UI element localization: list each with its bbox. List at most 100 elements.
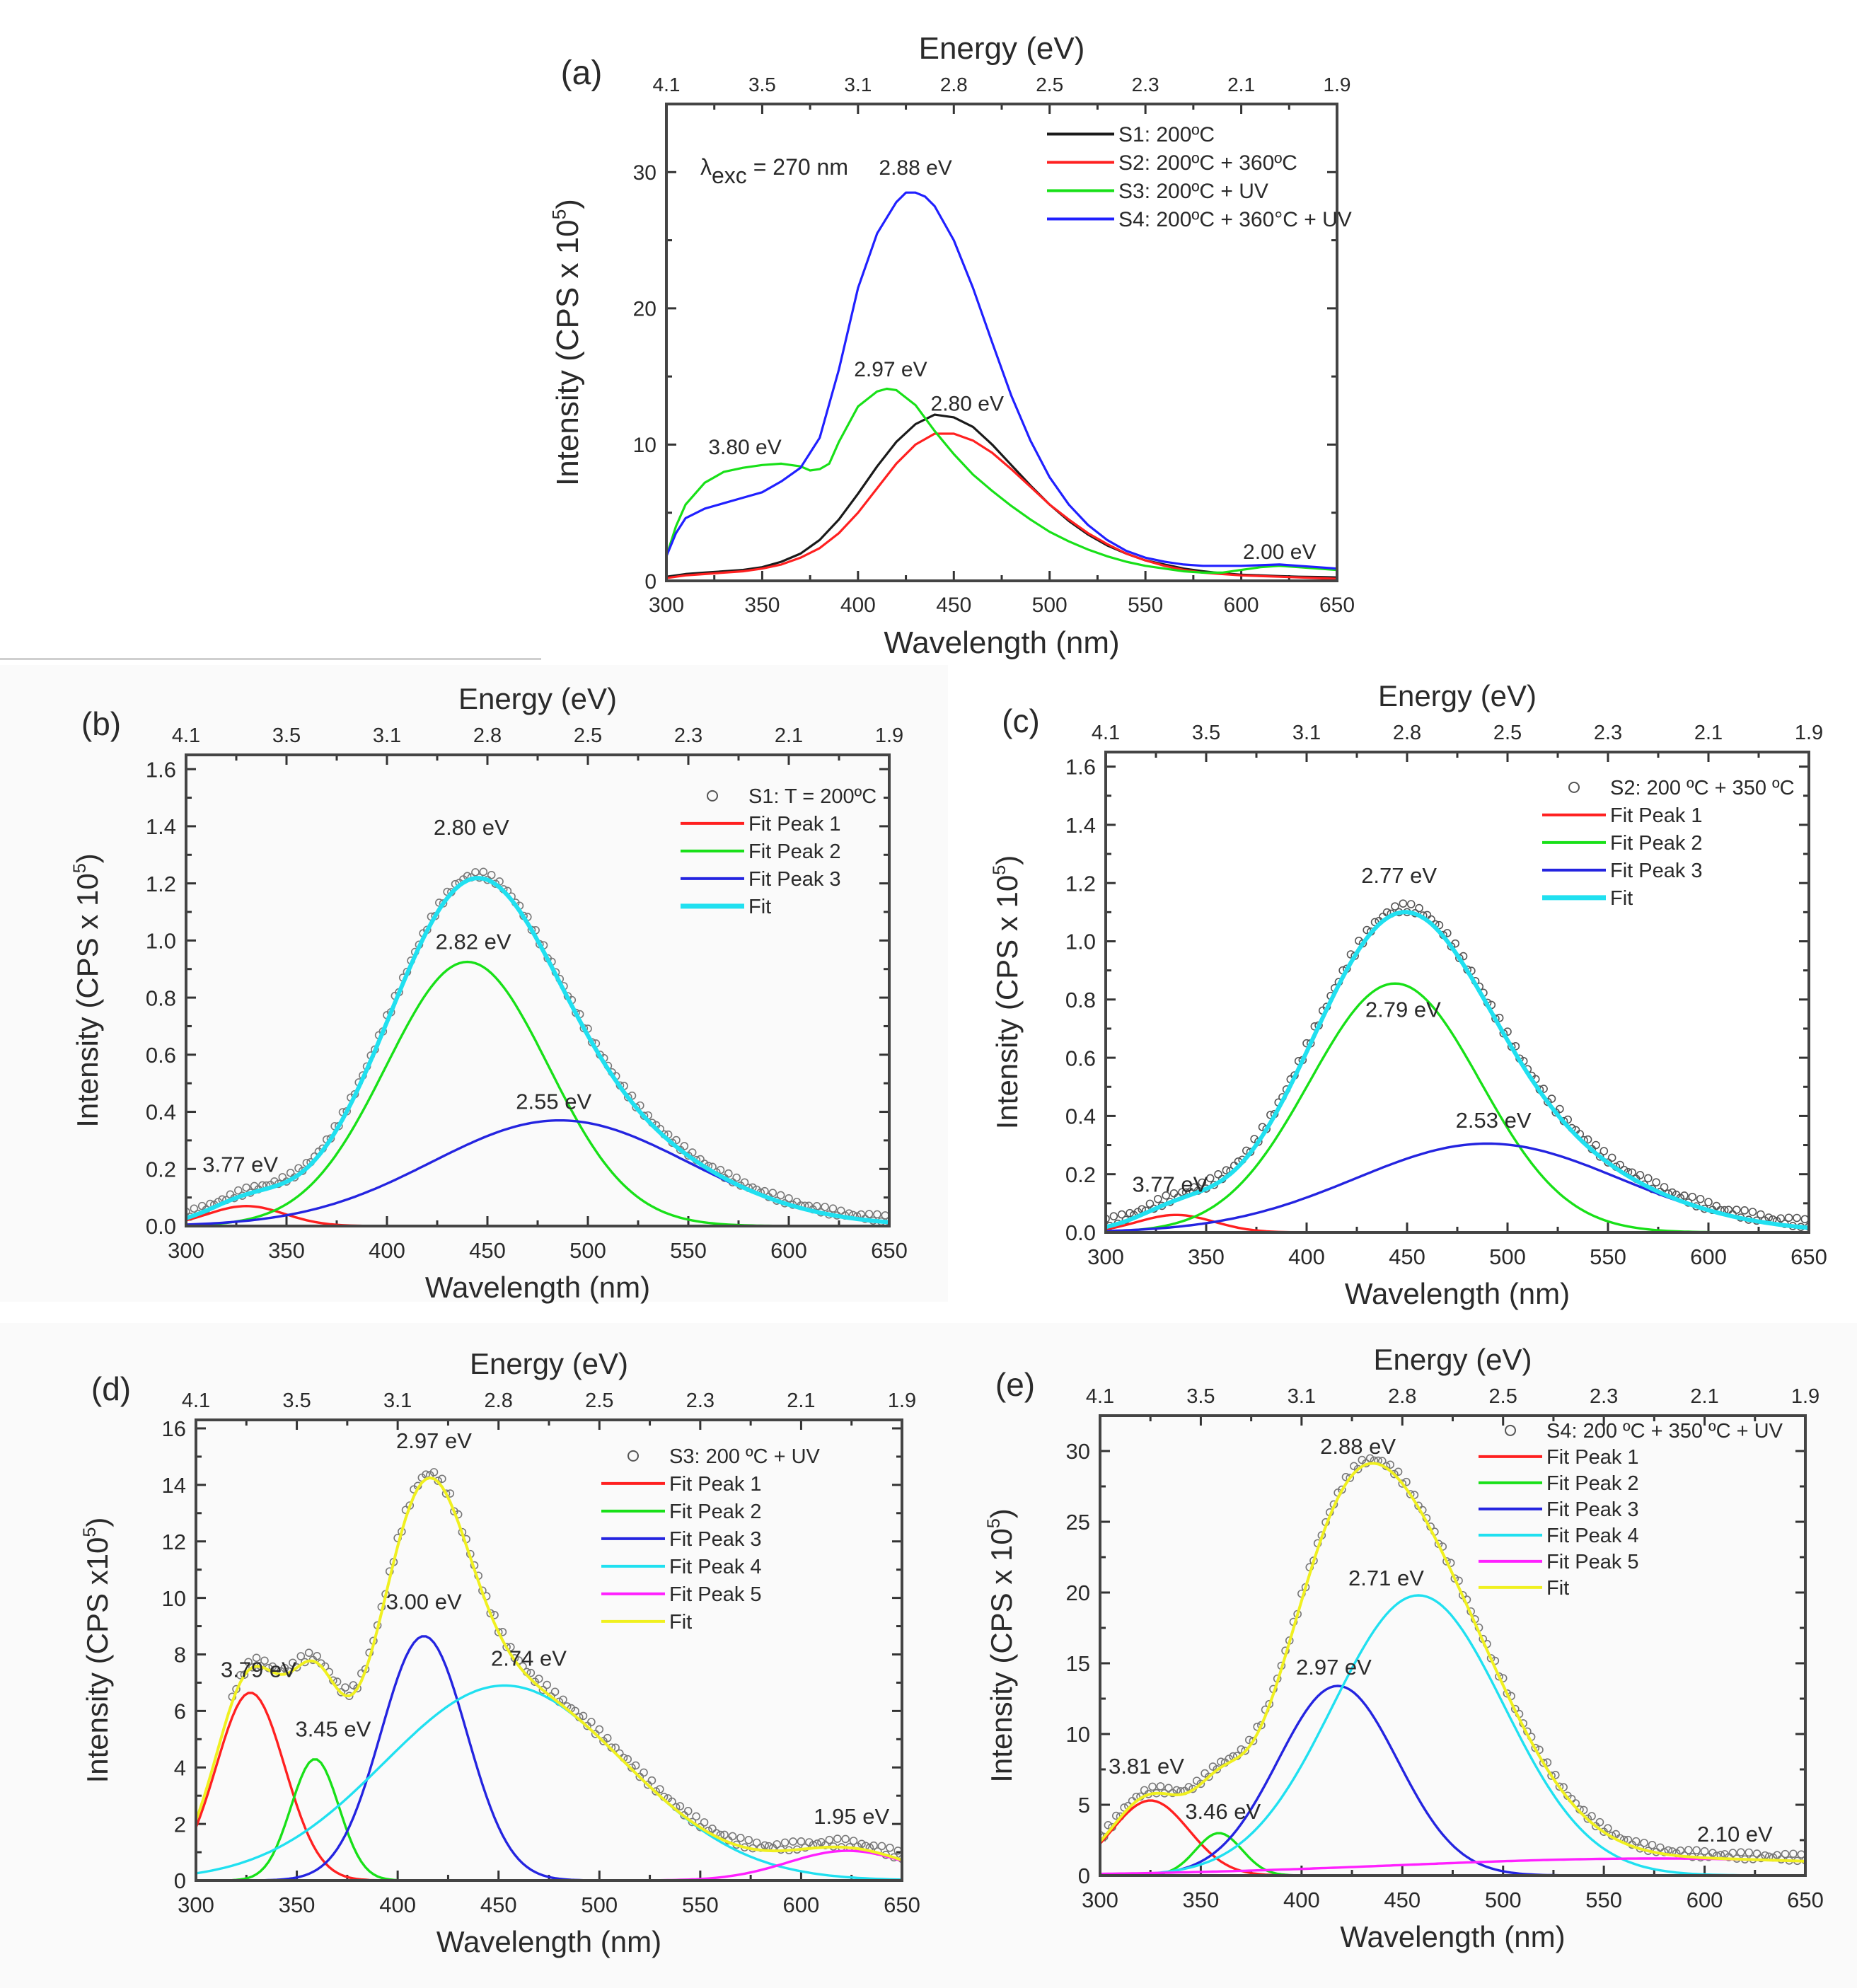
data-point [1595,1152,1604,1161]
data-point [1556,1104,1564,1114]
legend-label: Fit Peak 2 [748,840,841,863]
x-tick-label: 450 [469,1238,506,1263]
data-point [1652,1178,1660,1186]
data-point [1680,1191,1689,1200]
x-tick-label: 600 [783,1892,820,1917]
data-point [438,1474,446,1484]
data-point [429,1468,439,1476]
data-point [611,1743,620,1752]
legend-label: Fit Peak 3 [1546,1498,1639,1521]
legend-label: Fit Peak 1 [1610,804,1703,827]
top-x-tick-label: 3.5 [1186,1385,1215,1408]
panel-label: (e) [995,1366,1035,1403]
y-axis-label-exponent: 5 [70,863,90,873]
plot-frame [185,753,891,1227]
peak-annotation: 2.80 eV [931,392,1004,415]
fit-peak-line [196,1635,902,1880]
data-point [1676,1846,1685,1855]
data-point [1208,1762,1217,1771]
data-point [849,1837,858,1845]
top-x-tick-label: 2.8 [473,724,502,747]
data-point [1712,1201,1721,1210]
data-point [1684,1846,1693,1854]
y-tick-label: 10 [633,434,656,457]
x-tick-label: 550 [670,1238,707,1263]
plot-frame [1099,1414,1807,1877]
legend-item: S4: 200ºC + 360°C + UV [1047,208,1352,231]
x-tick-label: 550 [1585,1888,1622,1912]
legend-label: S2: 200ºC + 360ºC [1118,151,1297,175]
data-point [768,1189,777,1197]
data-point [1145,1199,1155,1208]
chart-panel-e: 3004.13503.54003.14502.85002.55502.36002… [984,1343,1824,1953]
y-axis-label: Intensity (CPS x 105) [70,853,104,1128]
data-point [190,1204,199,1213]
data-point [805,1838,814,1847]
y-axis-label-close: ) [985,1508,1018,1518]
data-point [313,1651,321,1660]
lambda-symbol: λ [700,154,712,180]
data-point [1214,1170,1222,1179]
legend-label: Fit Peak 3 [1610,860,1703,882]
data-point [1599,1147,1609,1155]
y-tick-label: 30 [633,161,656,185]
legend-label: Fit Peak 5 [1546,1551,1639,1573]
plot-area [666,191,1337,580]
y-tick-label: 1.6 [1065,755,1096,780]
top-x-tick-label: 2.3 [674,724,702,747]
x-tick-label: 500 [1485,1888,1522,1912]
peak-annotation: 2.97 eV [1296,1655,1372,1680]
top-x-tick-label: 3.5 [748,74,776,96]
data-point [1587,1812,1596,1820]
fit-total-line [1106,910,1809,1230]
legend: S1: 200ºC S2: 200ºC + 360ºC S3: 200ºC + UV… [1047,123,1352,231]
x-tick-label: 350 [744,594,780,617]
peak-annotation: 3.45 eV [295,1716,371,1741]
legend-label: Fit Peak 1 [1546,1446,1639,1469]
panel-label: (d) [91,1370,131,1407]
fit-total-line [1100,1462,1805,1863]
lambda-subscript: exc [712,163,747,188]
legend-item: Fit Peak 1 [681,813,841,836]
y-axis-label-close: ) [550,199,585,209]
data-point [1745,1848,1754,1857]
y-tick-label: 0.0 [146,1214,176,1239]
data-point [864,1210,874,1218]
data-point [873,1210,881,1219]
top-x-tick-label: 2.8 [1388,1385,1416,1408]
panel-b-background [0,665,948,1302]
series-line [666,191,1337,570]
top-x-tick-label: 2.1 [1694,722,1723,744]
data-point [289,1658,297,1668]
peak-annotation: 2.88 eV [879,156,951,180]
data-point [1205,1174,1215,1183]
top-x-tick-label: 2.5 [574,724,602,747]
data-point [1217,1757,1225,1767]
x-axis-label: Wavelength (nm) [1345,1277,1570,1310]
data-point [1547,1772,1556,1780]
y-tick-label: 16 [162,1416,186,1441]
data-point [1205,1772,1213,1781]
data-point [760,1841,769,1850]
data-point [494,1628,503,1636]
data-point [587,1718,596,1726]
data-point [286,1169,295,1177]
legend-item: Fit [601,1611,692,1634]
data-point [1365,1454,1375,1463]
data-point [579,1711,588,1721]
data-point [244,1658,253,1667]
legend-item: S1: 200ºC [1047,123,1215,146]
data-point [631,1761,640,1770]
legend-item: Fit Peak 3 [1479,1498,1639,1521]
data-point [752,1838,761,1847]
data-point [720,1830,729,1839]
y-tick-label: 20 [1066,1580,1090,1605]
data-point [1579,1805,1588,1815]
legend-item: Fit [1542,887,1633,910]
data-point [623,1755,632,1764]
x-tick-label: 550 [682,1892,719,1917]
data-point [242,1183,251,1192]
x-tick-label: 300 [1082,1888,1118,1912]
legend-item: S1: T = 200ºC [707,785,877,808]
y-tick-label: 1.4 [146,814,176,839]
